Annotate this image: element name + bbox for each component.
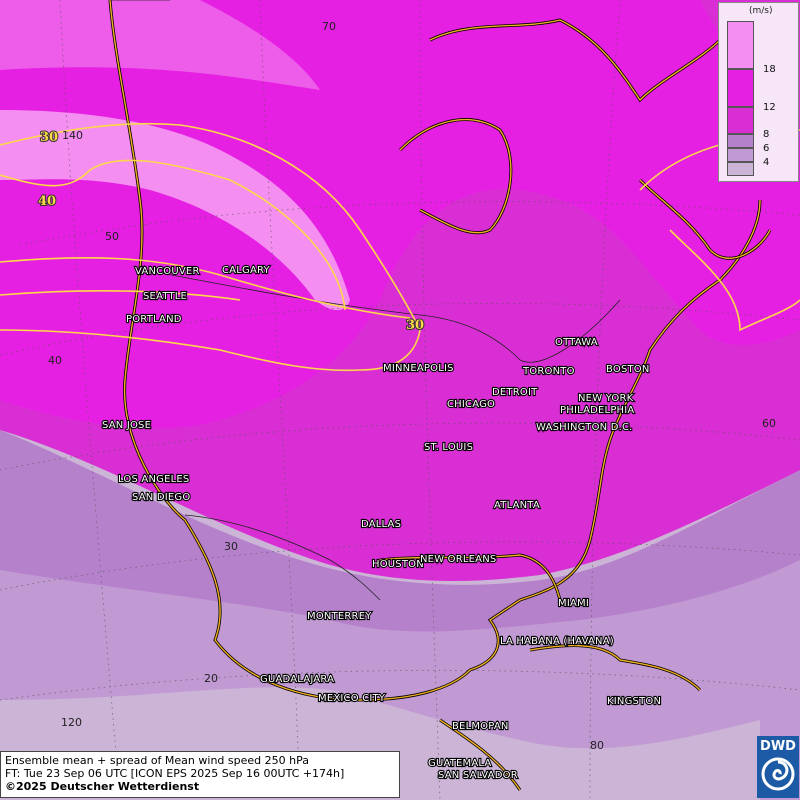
city-label-st-louis: ST. LOUIS — [424, 442, 473, 453]
legend-tick-12: 12 — [763, 102, 776, 113]
city-label-new-york: NEW YORK — [578, 393, 634, 404]
field-6-8 — [0, 430, 800, 632]
legend-tick-4: 4 — [763, 157, 770, 168]
city-label-seattle: SEATTLE — [143, 291, 187, 302]
city-label-portland: PORTLAND — [126, 314, 182, 325]
contour-label-30-central: 30 — [406, 318, 424, 333]
borders — [110, 0, 621, 601]
city-label-toronto: TORONTO — [522, 366, 575, 377]
legend-swatch-12-18 — [727, 69, 754, 107]
contour-label-40: 40 — [38, 194, 56, 209]
legend-swatch-4-6 — [727, 148, 754, 162]
city-label-guatemala: GUATEMALA — [428, 758, 491, 769]
city-label-ottawa: OTTAWA — [555, 337, 598, 348]
city-label-san-salvador: SAN SALVADOR — [438, 770, 518, 781]
info-copyright: ©2025 Deutscher Wetterdienst — [5, 780, 200, 793]
city-label-atlanta: ATLANTA — [494, 500, 540, 511]
field-gt18-north — [0, 0, 320, 90]
city-label-minneapolis: MINNEAPOLIS — [383, 363, 454, 374]
lat-label-40: 40 — [48, 354, 62, 367]
legend-swatch-lt4 — [727, 162, 754, 176]
city-label-miami: MIAMI — [558, 598, 589, 609]
city-label-san-jose: SAN JOSE — [102, 420, 151, 431]
lon-label-60: 60 — [762, 417, 776, 430]
legend: (m/s) 18 12 8 6 4 — [718, 2, 799, 182]
city-label-mexico-city: MEXICO CITY — [318, 693, 386, 704]
city-label-houston: HOUSTON — [372, 559, 424, 570]
city-label-calgary: CALGARY — [222, 265, 270, 276]
lon-label-80: 80 — [590, 739, 604, 752]
legend-tick-18: 18 — [763, 64, 776, 75]
mean-isotachs — [0, 122, 800, 372]
coastlines — [108, 0, 772, 791]
lon-label-120: 120 — [61, 716, 82, 729]
legend-unit: (m/s) — [749, 6, 773, 16]
dwd-swirl-icon — [761, 757, 795, 791]
city-label-chicago: CHICAGO — [447, 399, 495, 410]
city-label-new-orleans: NEW ORLEANS — [420, 554, 496, 565]
lon-label-140: 140 — [62, 129, 83, 142]
field-4-6 — [0, 520, 800, 800]
legend-swatch-6-8 — [727, 134, 754, 148]
city-label-vancouver: VANCOUVER — [135, 266, 200, 277]
field-gt18 — [0, 110, 350, 311]
city-label-detroit: DETROIT — [492, 387, 538, 398]
city-label-san-diego: SAN DIEGO — [132, 492, 190, 503]
field-12-18 — [0, 0, 800, 429]
city-label-guadalajara: GUADALAJARA — [260, 674, 334, 685]
city-label-belmopan: BELMOPAN — [452, 721, 509, 732]
dwd-logo: DWD — [757, 736, 799, 798]
info-forecast-time: FT: Tue 23 Sep 06 UTC [ICON EPS 2025 Sep… — [5, 767, 345, 780]
lat-label-50: 50 — [105, 230, 119, 243]
info-product-title: Ensemble mean + spread of Mean wind spee… — [5, 754, 309, 767]
city-label-los-angeles: LOS ANGELES — [118, 474, 189, 485]
info-box: Ensemble mean + spread of Mean wind spee… — [0, 751, 400, 798]
lat-label-70: 70 — [322, 20, 336, 33]
city-label-la-habana: LA HABANA (HAVANA) — [500, 636, 614, 647]
city-label-dallas: DALLAS — [361, 519, 401, 530]
lat-label-20: 20 — [204, 672, 218, 685]
city-label-philadelphia: PHILADELPHIA — [560, 405, 634, 416]
lat-label-30: 30 — [224, 540, 238, 553]
city-label-kingston: KINGSTON — [607, 696, 661, 707]
legend-swatch-8-12 — [727, 107, 754, 134]
legend-tick-8: 8 — [763, 129, 770, 140]
city-label-boston: BOSTON — [606, 364, 650, 375]
legend-tick-6: 6 — [763, 143, 770, 154]
city-label-monterrey: MONTERREY — [307, 611, 372, 622]
dwd-logo-text: DWD — [760, 739, 796, 754]
legend-swatch-gt18 — [727, 21, 754, 69]
city-label-washington: WASHINGTON D.C. — [536, 422, 633, 433]
contour-label-30-west: 30 — [40, 130, 58, 145]
